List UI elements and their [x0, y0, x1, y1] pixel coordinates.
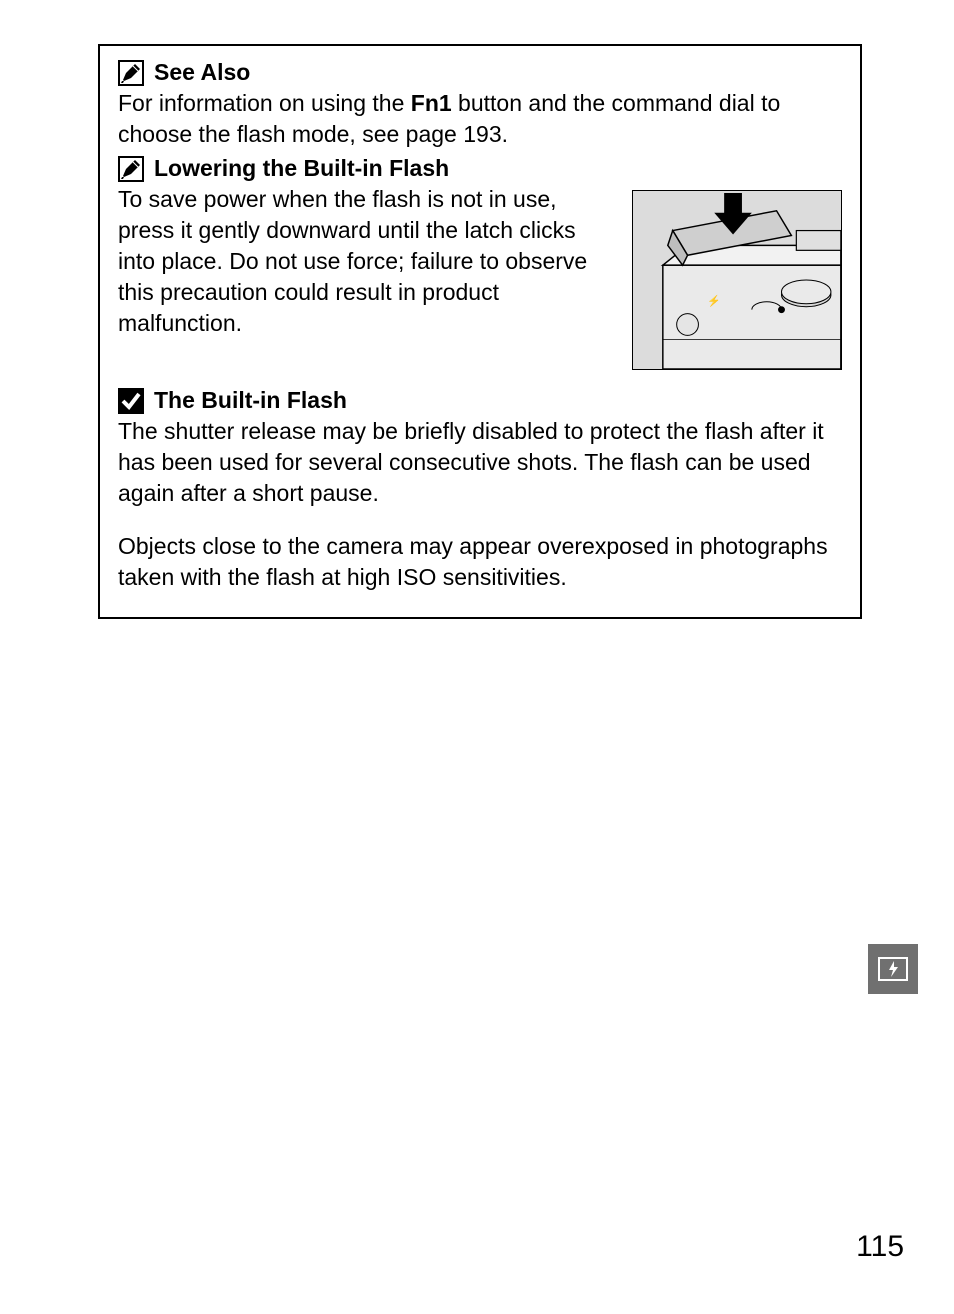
camera-illustration: ⚡: [632, 190, 842, 370]
heading-builtin: The Built-in Flash: [154, 388, 347, 413]
svg-text:⚡: ⚡: [707, 295, 721, 308]
section-lowering: Lowering the Built-in Flash To save powe…: [118, 156, 842, 370]
heading-row: See Also: [118, 60, 842, 86]
heading-see-also: See Also: [154, 60, 250, 85]
side-tab: [868, 944, 918, 994]
heading-lowering: Lowering the Built-in Flash: [154, 156, 449, 181]
pencil-icon: [118, 60, 144, 86]
body-see-also: For information on using the Fn1 button …: [118, 88, 842, 150]
builtin-p2: Objects close to the camera may appear o…: [118, 531, 842, 593]
content-box: See Also For information on using the Fn…: [98, 44, 862, 619]
fn1-label: Fn1: [411, 90, 452, 116]
pencil-icon: [118, 156, 144, 182]
two-col: Lowering the Built-in Flash To save powe…: [118, 156, 842, 370]
see-also-text-a: For information on using the: [118, 90, 411, 116]
section-see-also: See Also For information on using the Fn…: [118, 60, 842, 150]
builtin-p1: The shutter release may be briefly disab…: [118, 416, 842, 509]
flash-tab-icon: [878, 957, 908, 981]
page-number: 115: [856, 1230, 904, 1264]
heading-row-builtin: The Built-in Flash: [118, 388, 842, 414]
body-lowering: To save power when the flash is not in u…: [118, 184, 614, 339]
col-text: Lowering the Built-in Flash To save powe…: [118, 156, 614, 339]
section-builtin: The Built-in Flash The shutter release m…: [118, 388, 842, 593]
heading-row-lowering: Lowering the Built-in Flash: [118, 156, 614, 182]
check-icon: [118, 388, 144, 414]
